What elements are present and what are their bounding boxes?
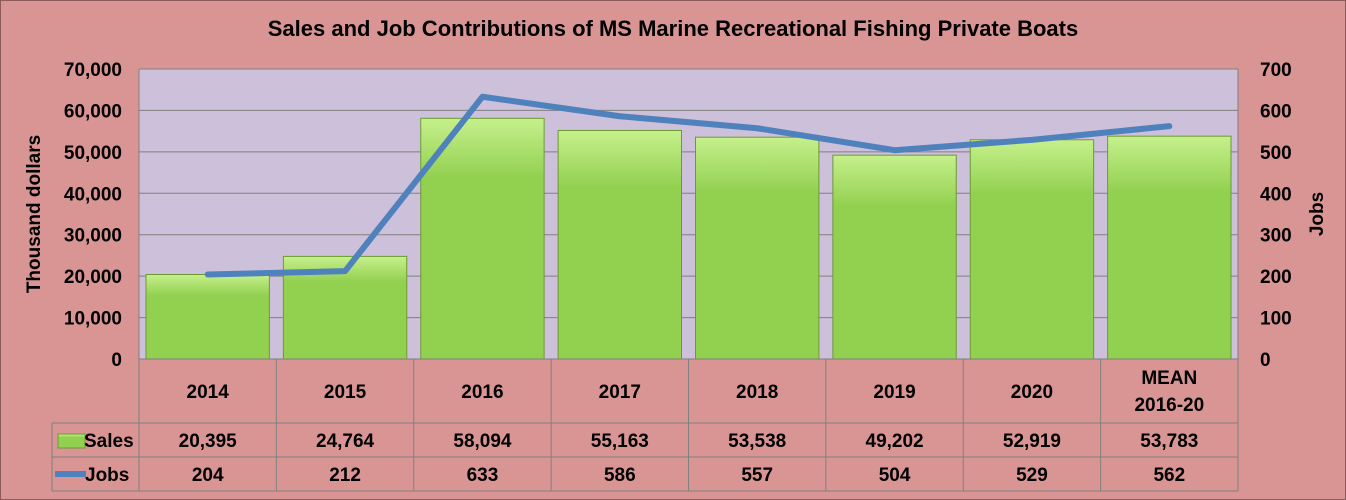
table-cell: 633 bbox=[467, 465, 499, 486]
table-cell: 204 bbox=[192, 465, 224, 486]
y-tick-label: 70,000 bbox=[64, 60, 122, 81]
sales-bar bbox=[832, 154, 957, 360]
y-tick-label: 50,000 bbox=[64, 143, 122, 164]
y-axis-title: Thousand dollars bbox=[24, 135, 45, 293]
x-tick-label: 2016 bbox=[461, 382, 503, 403]
y2-tick-label: 400 bbox=[1260, 184, 1292, 205]
table-cell: 52,919 bbox=[1003, 431, 1061, 452]
table-cell: 49,202 bbox=[866, 431, 924, 452]
y-tick-label: 40,000 bbox=[64, 184, 122, 205]
x-tick-label: 2016-20 bbox=[1134, 395, 1204, 416]
y2-tick-label: 200 bbox=[1260, 267, 1292, 288]
chart-title: Sales and Job Contributions of MS Marine… bbox=[268, 16, 1078, 41]
x-tick-label: 2015 bbox=[324, 382, 367, 403]
sales-bar bbox=[1107, 135, 1232, 360]
x-tick-label: 2019 bbox=[873, 382, 915, 403]
table-cell: 53,538 bbox=[728, 431, 786, 452]
y2-tick-label: 600 bbox=[1260, 101, 1292, 122]
y2-tick-label: 0 bbox=[1260, 350, 1271, 371]
table-cell: 212 bbox=[329, 465, 361, 486]
table-cell: 55,163 bbox=[591, 431, 649, 452]
y2-tick-label: 300 bbox=[1260, 226, 1292, 247]
y-tick-label: 60,000 bbox=[64, 101, 122, 122]
data-table: 2014 2015 2016 2017 2018 2019 2020 MEAN 2016-20 S… bbox=[51, 358, 1239, 492]
y-tick-label: 30,000 bbox=[64, 226, 122, 247]
x-tick-label: 2014 bbox=[187, 382, 230, 403]
sales-bar bbox=[969, 139, 1095, 360]
y2-axis-title: Jobs bbox=[1307, 192, 1328, 236]
sales-bar bbox=[145, 274, 270, 360]
table-cell: 53,783 bbox=[1140, 431, 1198, 452]
jobs-line bbox=[204, 93, 1173, 278]
table-cell: 24,764 bbox=[316, 431, 375, 452]
table-row-label: Jobs bbox=[85, 465, 129, 486]
x-tick-label: 2020 bbox=[1011, 382, 1053, 403]
x-tick-label: MEAN bbox=[1141, 368, 1197, 389]
table-cell: 586 bbox=[604, 465, 636, 486]
y2-tick-label: 700 bbox=[1260, 60, 1292, 81]
sales-bar bbox=[695, 136, 820, 360]
table-cell: 562 bbox=[1153, 465, 1185, 486]
sales-bar bbox=[557, 129, 682, 360]
plot-area: 0 10,000 20,000 30,000 40,000 50,000 60,000 70,… bbox=[51, 60, 1292, 492]
y2-tick-label: 100 bbox=[1260, 309, 1292, 330]
x-tick-label: 2018 bbox=[736, 382, 778, 403]
x-tick-label: 2017 bbox=[599, 382, 641, 403]
table-cell: 504 bbox=[879, 465, 911, 486]
sales-bar bbox=[420, 117, 545, 360]
table-cell: 529 bbox=[1016, 465, 1048, 486]
sales-legend-key bbox=[57, 433, 86, 449]
table-cell: 557 bbox=[741, 465, 773, 486]
table-cell: 58,094 bbox=[453, 431, 512, 452]
y-tick-label: 0 bbox=[111, 350, 122, 371]
y-tick-label: 10,000 bbox=[64, 309, 122, 330]
table-row-label: Sales bbox=[84, 431, 134, 452]
y2-tick-label: 500 bbox=[1260, 143, 1292, 164]
y-tick-label: 20,000 bbox=[64, 267, 122, 288]
table-cell: 20,395 bbox=[179, 431, 238, 452]
